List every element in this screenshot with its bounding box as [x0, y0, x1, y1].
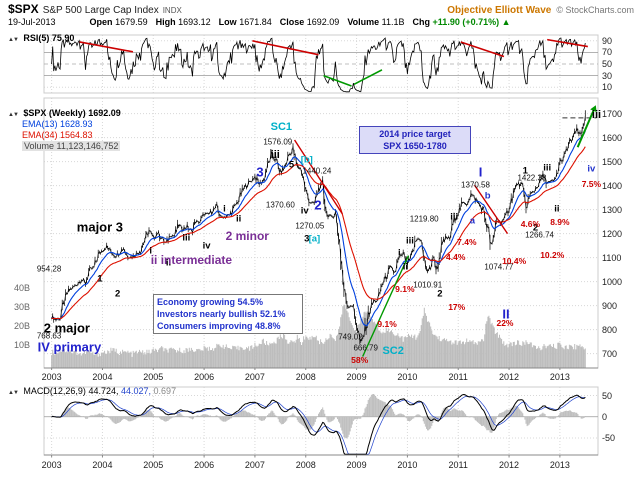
- year-label: 2004: [92, 460, 113, 470]
- rsi-plot: [43, 34, 599, 94]
- quote-low: Low 1671.84: [218, 17, 272, 27]
- panel-collapse-icon[interactable]: ▲▼: [8, 390, 19, 396]
- year-label: 2008: [295, 372, 316, 382]
- year-label: 2003: [41, 460, 62, 470]
- economy-line2: Investors nearly bullish 52.1%: [157, 309, 286, 319]
- quote-row: 19-Jul-2013 Open 1679.59 High 1693.12 Lo…: [8, 17, 634, 29]
- economy-line1: Economy growing 54.5%: [157, 297, 264, 307]
- up-arrow-icon: ▲: [501, 17, 511, 27]
- price-plot: [43, 97, 599, 370]
- year-label: 2012: [499, 460, 520, 470]
- year-label: 2009: [346, 372, 367, 382]
- year-label: 2003: [41, 372, 62, 382]
- index-name: S&P 500 Large Cap Index: [42, 5, 159, 16]
- economy-line3: Consumers improving 48.8%: [157, 321, 281, 331]
- target-line2: SPX 1650-1780: [383, 141, 447, 151]
- year-label: 2006: [194, 460, 215, 470]
- target-line1: 2014 price target: [379, 129, 451, 139]
- year-label: 2011: [448, 372, 468, 382]
- year-label: 2012: [499, 372, 520, 382]
- chart-header: $SPX S&P 500 Large Cap Index INDX Object…: [8, 2, 634, 16]
- year-label: 2004: [92, 372, 113, 382]
- quote-close: Close 1692.09: [279, 17, 340, 27]
- year-label: 2005: [143, 460, 164, 470]
- price-target-callout: 2014 price target SPX 1650-1780: [359, 126, 471, 154]
- year-label: 2006: [194, 372, 215, 382]
- year-label: 2011: [448, 460, 468, 470]
- ticker-symbol: $SPX: [8, 2, 39, 16]
- year-label: 2007: [244, 460, 265, 470]
- panel-collapse-icon[interactable]: ▲▼: [8, 37, 19, 43]
- year-label: 2013: [549, 372, 570, 382]
- quote-date: 19-Jul-2013: [8, 17, 56, 27]
- panel-collapse-icon[interactable]: ▲▼: [8, 112, 19, 118]
- copyright: © StockCharts.com: [556, 5, 634, 15]
- year-label: 2005: [143, 372, 164, 382]
- macd-plot: [43, 386, 599, 458]
- year-label: 2007: [244, 372, 265, 382]
- quote-change: Chg +11.90 (+0.71%) ▲: [412, 17, 511, 27]
- year-label: 2013: [549, 460, 570, 470]
- brand-label: Objective Elliott Wave: [447, 5, 552, 16]
- year-label: 2009: [346, 460, 367, 470]
- quote-high: High 1693.12: [155, 17, 211, 27]
- sentiment-callout: Economy growing 54.5% Investors nearly b…: [153, 294, 303, 334]
- year-label: 2010: [397, 372, 418, 382]
- year-label: 2010: [397, 460, 418, 470]
- quote-volume: Volume 11.1B: [347, 17, 405, 27]
- quote-open: Open 1679.59: [89, 17, 148, 27]
- year-label: 2008: [295, 460, 316, 470]
- exchange-tag: INDX: [162, 6, 182, 15]
